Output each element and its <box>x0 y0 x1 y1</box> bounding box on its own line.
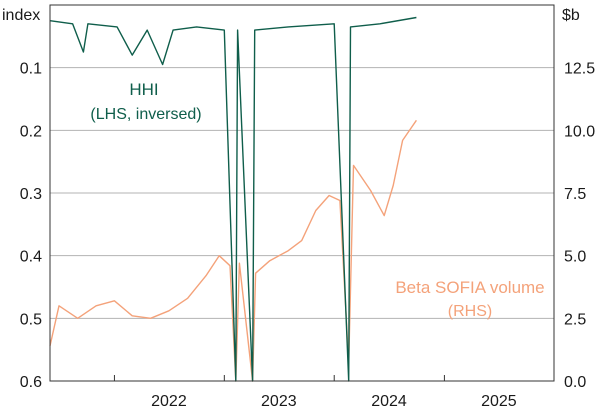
left-tick-label: 0.2 <box>20 123 42 140</box>
sofia-series-label: Beta SOFIA volume <box>395 278 544 297</box>
left-tick-label: 0.5 <box>20 311 42 328</box>
right-tick-label: 7.5 <box>564 186 586 203</box>
plot-frame <box>49 4 555 382</box>
right-axis-tick-labels: 0.0 2.5 5.0 7.5 10.0 12.5 <box>564 61 595 391</box>
x-year-label: 2025 <box>481 393 517 410</box>
left-tick-label: 0.1 <box>20 61 42 78</box>
left-tick-label: 0.3 <box>20 186 42 203</box>
grid-lines <box>50 67 554 319</box>
left-tick-label: 0.6 <box>20 374 42 391</box>
x-year-label: 2024 <box>371 393 407 410</box>
hhi-series-sublabel: (LHS, inversed) <box>90 106 201 123</box>
x-year-label: 2023 <box>261 393 297 410</box>
sofia-volume-line <box>49 119 417 382</box>
left-axis-tick-labels: 0.1 0.2 0.3 0.4 0.5 0.6 <box>20 61 42 391</box>
right-tick-label: 12.5 <box>564 61 595 78</box>
right-tick-label: 10.0 <box>564 123 595 140</box>
sofia-series-sublabel: (RHS) <box>448 303 492 320</box>
x-year-label: 2022 <box>151 393 187 410</box>
series-lines <box>49 16 417 382</box>
right-tick-label: 2.5 <box>564 311 586 328</box>
left-tick-label: 0.4 <box>20 249 42 266</box>
right-tick-label: 0.0 <box>564 374 586 391</box>
right-tick-label: 5.0 <box>564 249 586 266</box>
x-axis-year-labels: 2022 2023 2024 2025 <box>151 393 517 410</box>
x-axis-ticks <box>113 375 445 381</box>
right-axis-unit: $b <box>562 7 580 24</box>
hhi-line <box>49 16 417 382</box>
hhi-series-label: HHI <box>129 80 158 99</box>
left-axis-unit: index <box>2 7 40 24</box>
